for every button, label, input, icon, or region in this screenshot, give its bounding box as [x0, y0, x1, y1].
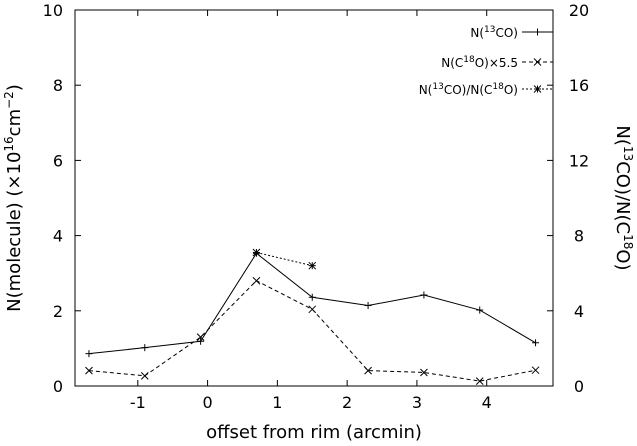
data-point [308, 305, 317, 314]
y-left-tick-label: 10 [43, 1, 63, 20]
y-left-label-exp2: −2 [2, 91, 16, 109]
y-right-label-sup1: 13 [621, 146, 635, 161]
y-left-tick-label: 4 [53, 227, 63, 246]
y-left-tick-label: 2 [53, 302, 63, 321]
data-point [197, 337, 205, 345]
y-left-label-mid: cm [4, 109, 25, 136]
legend-marker [533, 58, 542, 66]
y-left-tick-label: 6 [53, 151, 63, 170]
x-tick-label: -1 [130, 393, 146, 412]
y-left-tick-label: 8 [53, 76, 63, 95]
y-axis-left-label: N(molecule) (×1016cm−2) [2, 84, 25, 312]
y-right-tick-label: 16 [569, 76, 589, 95]
series-layer [85, 248, 540, 385]
legend: N(13CO) N(C18O)×5.5 N(13CO)/N(C18O) [419, 25, 553, 97]
legend-label: N(C18O)×5.5 [441, 55, 518, 70]
data-point [531, 366, 540, 375]
data-point [476, 306, 484, 314]
y-left-label-end: ) [4, 84, 25, 91]
y-right-tick-label: 0 [574, 377, 584, 396]
data-point [85, 350, 93, 358]
series-line [256, 252, 313, 267]
x-tick-label: 0 [202, 393, 212, 412]
y-axis-right-label: N(13CO)/N(C18O) [612, 125, 635, 270]
y-right-tick-label: 4 [574, 302, 584, 321]
data-point [141, 344, 149, 352]
data-point [420, 291, 428, 299]
legend-label: N(13CO) [470, 25, 518, 40]
data-point [308, 261, 317, 270]
series-2 [252, 248, 317, 270]
y-left-tick-label: 0 [53, 377, 63, 396]
y-right-tick-label: 8 [574, 227, 584, 246]
data-point [364, 302, 372, 310]
y-right-label-p1: N( [612, 125, 633, 146]
data-point [252, 248, 261, 257]
legend-marker [534, 28, 541, 36]
y-right-label-p3: O) [612, 249, 633, 270]
data-point [420, 368, 428, 377]
x-tick-label: 1 [272, 393, 282, 412]
y-right-tick-label: 20 [569, 1, 589, 20]
data-point [196, 333, 205, 341]
x-tick-label: 4 [482, 393, 492, 412]
y-right-tick-label: 12 [569, 151, 589, 170]
series-1 [85, 276, 540, 385]
legend-marker [533, 85, 542, 93]
y-right-label-p2: CO)/N(C [612, 161, 633, 234]
data-point [140, 371, 149, 380]
legend-label: N(13CO)/N(C18O) [419, 82, 518, 97]
data-point [475, 377, 484, 385]
data-point [532, 339, 540, 347]
data-point [252, 276, 261, 285]
data-point [364, 366, 372, 375]
x-tick-label: 3 [412, 393, 422, 412]
y-left-label-exp1: 16 [2, 136, 16, 151]
plot-frame [74, 9, 554, 387]
axis-ticks [75, 9, 553, 387]
y-left-label-main: N(molecule) (×10 [4, 152, 25, 312]
data-point [85, 366, 93, 375]
x-tick-label: 2 [342, 393, 352, 412]
x-axis-label: offset from rim (arcmin) [206, 422, 422, 443]
y-right-label-sup2: 18 [621, 234, 635, 249]
data-point [308, 293, 316, 301]
